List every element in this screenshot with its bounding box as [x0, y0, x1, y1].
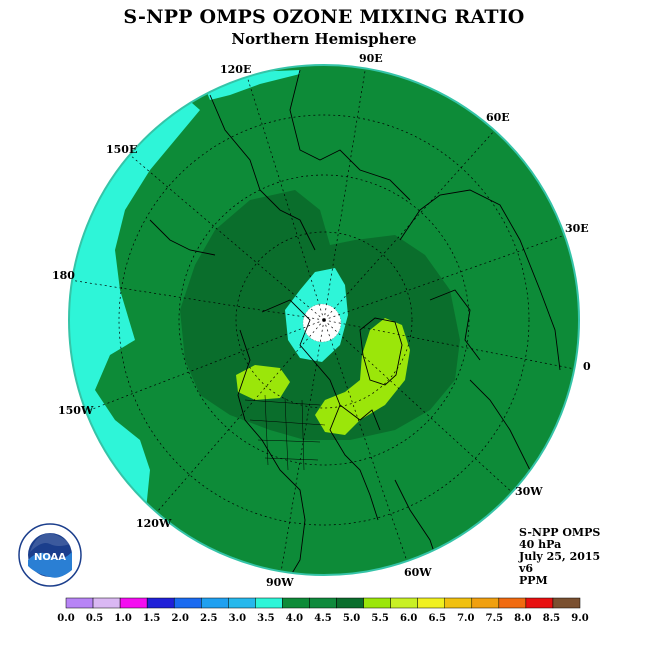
- colorbar-swatch: [173, 597, 202, 609]
- lon-label-150e: 150E: [106, 143, 137, 156]
- dataset-info: S-NPP OMPS 40 hPa July 25, 2015 v6 PPM: [519, 527, 600, 587]
- data-units: PPM: [519, 574, 548, 587]
- colorbar-tick-label: 7.5: [486, 613, 503, 624]
- observation-date: July 25, 2015: [519, 550, 601, 563]
- colorbar-swatch: [255, 597, 283, 609]
- colorbar-tick-label: 6.5: [429, 613, 446, 624]
- noaa-logo-text: NOAA: [34, 552, 66, 563]
- lon-label-90e: 90E: [359, 52, 383, 65]
- instrument-name: S-NPP OMPS: [519, 526, 601, 539]
- coastlines: [149, 69, 561, 575]
- ozone-band-yellow-east: [315, 318, 410, 435]
- colorbar-tick-label: 1.5: [143, 613, 160, 624]
- colorbar: 0.0 0.5 1.0 1.5 2.0 2.5 3.0 3.5 4.0 4.5 5.0 5.5 6.0 6…: [57, 597, 589, 624]
- lon-label-30e: 30E: [565, 222, 589, 235]
- lon-label-120w: 120W: [136, 517, 172, 530]
- colorbar-tick-label: 7.0: [457, 613, 474, 624]
- map-subtitle: Northern Hemisphere: [231, 30, 417, 48]
- colorbar-swatch: [146, 597, 175, 609]
- colorbar-tick-label: 0.5: [86, 613, 103, 624]
- lon-label-30w: 30W: [515, 485, 543, 498]
- colorbar-swatch: [552, 597, 581, 609]
- colorbar-swatch: [417, 597, 445, 609]
- colorbar-tick-label: 4.0: [286, 613, 303, 624]
- lon-label-60e: 60E: [486, 111, 510, 124]
- latitude-circles: [118, 114, 530, 526]
- polar-no-data-cap: [303, 304, 341, 342]
- colorbar-tick-label: 0.0: [57, 613, 74, 624]
- colorbar-swatch: [363, 597, 391, 609]
- colorbar-swatch: [282, 597, 310, 609]
- colorbar-swatch: [471, 597, 500, 609]
- colorbar-tick-label: 8.0: [514, 613, 531, 624]
- us-state-lines: [244, 394, 326, 471]
- lon-label-180: 180: [52, 269, 75, 282]
- colorbar-swatch: [309, 597, 337, 609]
- colorbar-tick-label: 1.0: [114, 613, 131, 624]
- lon-label-150w: 150W: [58, 404, 94, 417]
- colorbar-swatch: [201, 597, 229, 609]
- colorbar-tick-label: 6.0: [400, 613, 417, 624]
- colorbar-swatch: [444, 597, 473, 609]
- colorbar-swatch: [525, 597, 554, 609]
- colorbar-swatch: [119, 597, 148, 609]
- map-title: S-NPP OMPS OZONE MIXING RATIO: [123, 6, 525, 28]
- map-boundary: [68, 64, 580, 576]
- lon-label-120e: 120E: [220, 63, 251, 76]
- pressure-level: 40 hPa: [519, 538, 562, 551]
- lon-label-90w: 90W: [266, 576, 294, 589]
- colorbar-swatch: [498, 597, 527, 609]
- colorbar-tick-label: 3.5: [257, 613, 274, 624]
- ozone-band-yellow-west: [236, 365, 290, 400]
- colorbar-tick-label: 9.0: [571, 613, 588, 624]
- colorbar-swatch: [65, 597, 94, 609]
- colorbar-tick-labels: 0.0 0.5 1.0 1.5 2.0 2.5 3.0 3.5 4.0 4.5 5.0 5.5 6.0 6…: [57, 613, 588, 624]
- data-version: v6: [519, 562, 534, 575]
- colorbar-swatch: [228, 597, 256, 609]
- colorbar-tick-label: 5.5: [371, 613, 388, 624]
- colorbar-tick-label: 2.0: [172, 613, 189, 624]
- colorbar-tick-label: 3.0: [229, 613, 246, 624]
- colorbar-tick-label: 2.5: [200, 613, 217, 624]
- lon-label-0: 0: [583, 360, 591, 373]
- colorbar-swatch: [92, 597, 121, 609]
- noaa-logo: NOAA: [18, 523, 82, 587]
- colorbar-swatches: [65, 597, 581, 609]
- meridians: [69, 65, 579, 575]
- colorbar-swatch: [390, 597, 418, 609]
- lon-label-60w: 60W: [404, 566, 432, 579]
- colorbar-tick-label: 5.0: [343, 613, 360, 624]
- colorbar-tick-label: 4.5: [314, 613, 331, 624]
- colorbar-tick-label: 8.5: [543, 613, 560, 624]
- colorbar-swatch: [336, 597, 364, 609]
